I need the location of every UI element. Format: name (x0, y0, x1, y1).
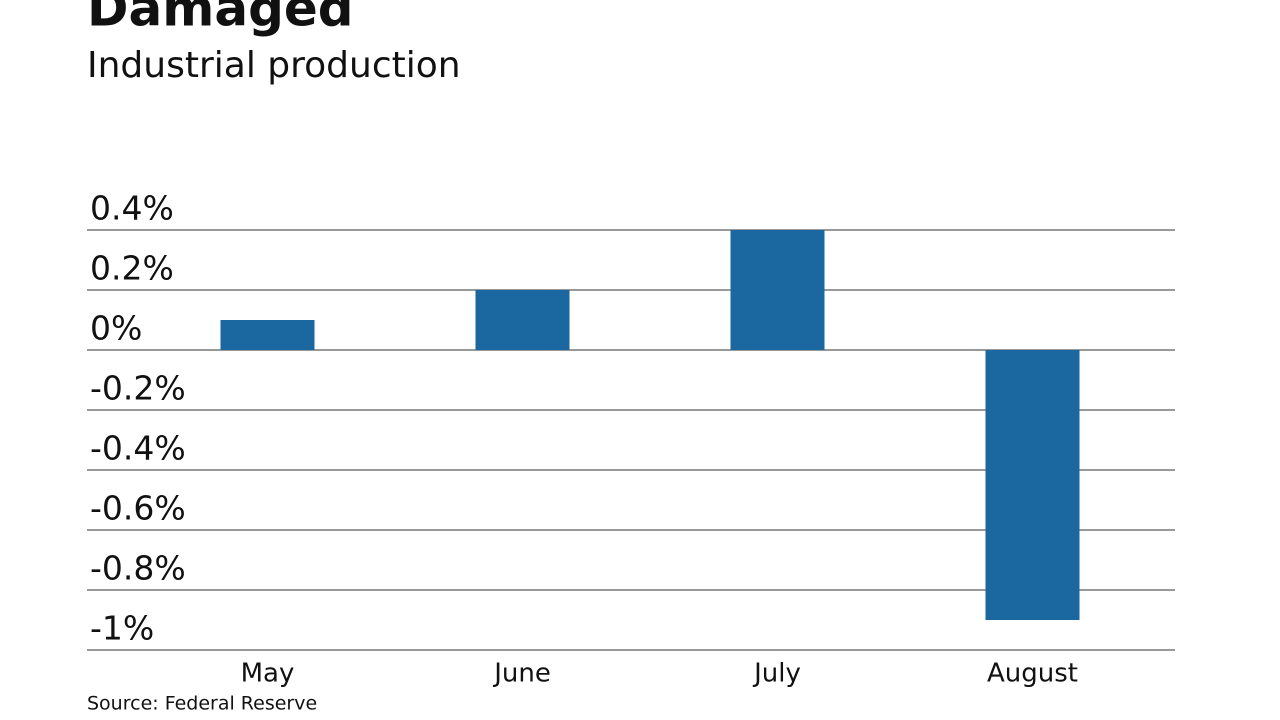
x-tick-label: May (241, 659, 295, 689)
x-tick-label: August (987, 659, 1078, 689)
y-tick-label: 0% (90, 309, 142, 348)
x-tick-label: June (492, 659, 551, 689)
y-tick-label: -0.8% (90, 549, 186, 588)
y-tick-label: -1% (90, 609, 154, 648)
x-tick-label: July (752, 659, 801, 689)
bar (985, 350, 1080, 620)
bar (730, 230, 825, 350)
y-tick-label: -0.6% (90, 489, 186, 528)
y-tick-label: 0.2% (90, 249, 174, 288)
y-tick-label: -0.4% (90, 429, 186, 468)
bar (475, 290, 570, 350)
y-tick-label: -0.2% (90, 369, 186, 408)
chart-title: Damaged (87, 0, 354, 38)
chart-subtitle: Industrial production (87, 45, 461, 86)
source-note: Source: Federal Reserve (87, 693, 317, 715)
bar (220, 320, 315, 350)
y-tick-label: 0.4% (90, 189, 174, 228)
